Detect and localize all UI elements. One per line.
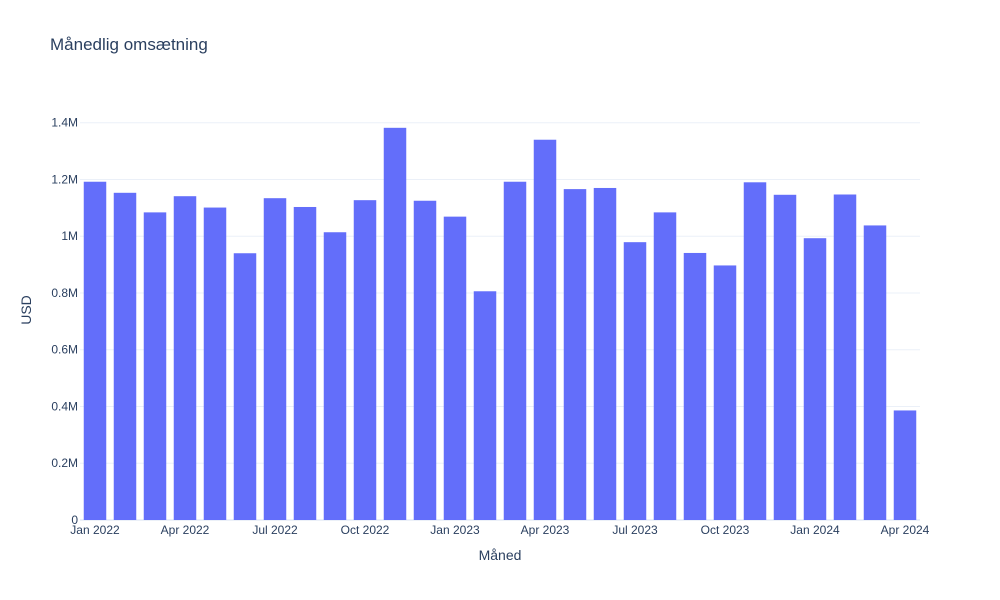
bar [173,196,197,520]
bar [113,192,137,520]
x-tick-label: Jan 2023 [430,523,480,537]
x-tick-label: Jul 2022 [252,523,298,537]
x-tick-label: Oct 2022 [341,523,390,537]
bar [863,225,887,520]
x-axis-title: Måned [479,547,522,563]
y-tick-label: 1M [61,229,78,243]
bar [563,189,587,521]
bar [203,207,227,520]
bar [653,212,677,521]
x-tick-label: Jan 2024 [790,523,840,537]
bar [533,139,557,520]
bar [143,212,167,521]
bar [803,238,827,520]
bar [503,181,527,520]
bar [353,200,377,521]
bar [443,216,467,520]
y-tick-label: 0.2M [51,456,78,470]
x-tick-label: Apr 2024 [881,523,930,537]
bar [473,291,497,520]
y-tick-label: 0.8M [51,286,78,300]
y-tick-label: 1.4M [51,116,78,130]
bar [593,187,617,521]
bar [743,182,767,520]
y-axis-ticks: 0 0.2M 0.4M 0.6M 0.8M 1M 1.2M 1.4M [51,116,78,527]
bar [683,252,707,520]
bar [773,194,797,520]
y-axis-title: USD [18,295,34,325]
y-tick-label: 0 [71,513,78,527]
bar [623,242,647,521]
x-tick-label: Apr 2023 [521,523,570,537]
x-tick-label: Jul 2023 [612,523,658,537]
bar [893,410,917,520]
bar [83,181,107,520]
bar [233,253,257,521]
bar [293,206,317,520]
bar [263,198,287,520]
bar [833,194,857,520]
y-tick-label: 0.6M [51,343,78,357]
bar [323,232,347,521]
bars [83,127,917,521]
bar [413,200,437,521]
bar [383,127,407,520]
x-tick-label: Oct 2023 [701,523,750,537]
x-axis-ticks: Jan 2022 Apr 2022 Jul 2022 Oct 2022 Jan 2023… [70,523,929,537]
bar [713,265,737,520]
x-tick-label: Jan 2022 [70,523,120,537]
y-tick-label: 1.2M [51,172,78,186]
chart-title: Månedlig omsætning [50,35,208,54]
x-tick-label: Apr 2022 [161,523,210,537]
y-tick-label: 0.4M [51,399,78,413]
